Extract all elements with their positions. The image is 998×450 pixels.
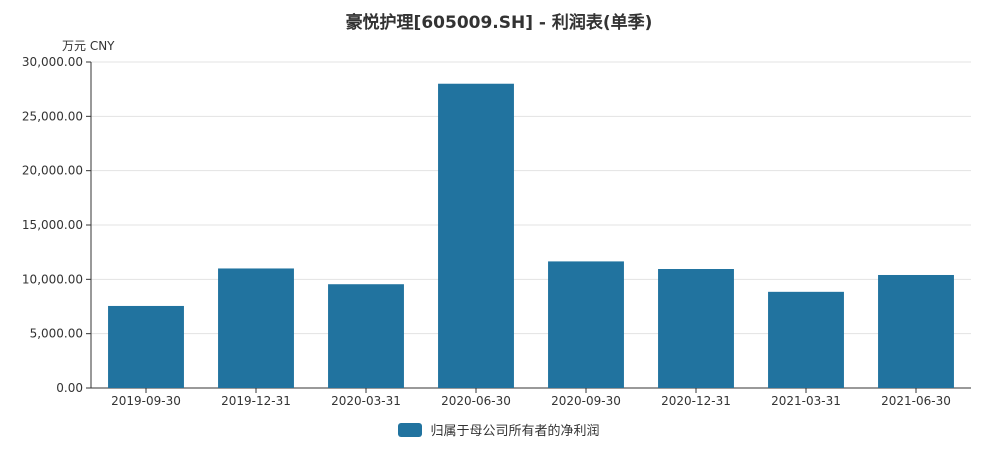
x-tick-label: 2020-06-30 — [441, 394, 511, 408]
bar[interactable] — [438, 83, 514, 388]
bar[interactable] — [878, 274, 954, 388]
x-tick-label: 2021-03-31 — [771, 394, 841, 408]
y-axis-unit: 万元 CNY — [62, 39, 115, 53]
x-tick-label: 2020-03-31 — [331, 394, 401, 408]
bar[interactable] — [548, 261, 624, 388]
bar[interactable] — [218, 268, 294, 388]
bar[interactable] — [108, 305, 184, 388]
x-tick-label: 2019-09-30 — [111, 394, 181, 408]
x-tick-label: 2021-06-30 — [881, 394, 951, 408]
y-tick-label: 25,000.00 — [22, 109, 83, 123]
x-tick-label: 2020-12-31 — [661, 394, 731, 408]
x-tick-label: 2020-09-30 — [551, 394, 621, 408]
chart-title: 豪悦护理[605009.SH] - 利润表(单季) — [345, 13, 653, 33]
bar[interactable] — [328, 284, 404, 388]
y-tick-label: 20,000.00 — [22, 164, 83, 178]
y-tick-label: 10,000.00 — [22, 272, 83, 286]
y-tick-label: 30,000.00 — [22, 55, 83, 69]
legend-swatch — [398, 422, 423, 437]
legend-label: 归属于母公司所有者的净利润 — [430, 424, 600, 439]
bar[interactable] — [768, 291, 844, 388]
y-tick-label: 0.00 — [56, 381, 83, 395]
x-tick-label: 2019-12-31 — [221, 394, 291, 408]
y-tick-label: 5,000.00 — [30, 327, 83, 341]
bar[interactable] — [658, 269, 734, 388]
y-tick-label: 15,000.00 — [22, 218, 83, 232]
legend[interactable]: 归属于母公司所有者的净利润 — [0, 420, 998, 439]
